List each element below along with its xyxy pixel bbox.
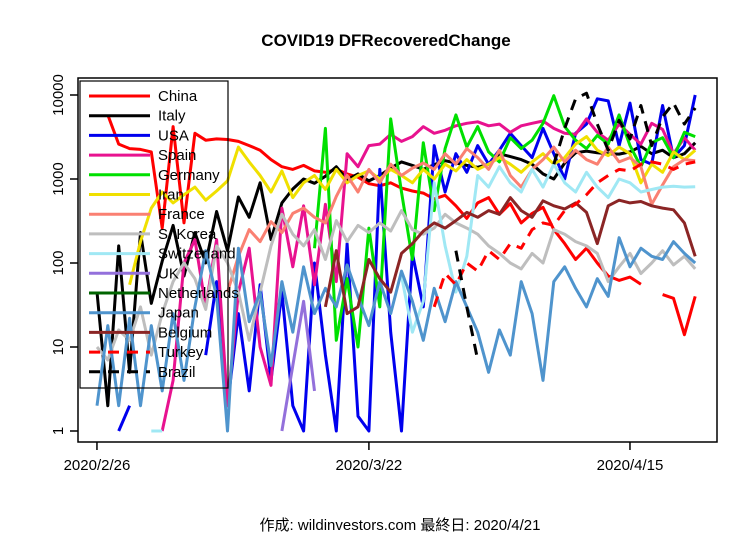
series-lines [95,91,697,433]
series-line-france [226,145,696,293]
series-line-turkey [432,160,696,308]
y-tick-label: 100 [50,250,67,275]
series-line-usa [204,94,697,433]
chart-caption: 作成: wildinvestors.com 最終日: 2020/4/21 [260,517,541,534]
y-tick-label: 1 [50,427,67,435]
legend-label-italy: Italy [158,108,186,125]
legend-label-turkey: Turkey [158,344,204,361]
legend-label-iran: Iran [158,187,184,204]
legend-label-china: China [158,88,198,105]
legend-label-netherlands: Netherlands [158,285,239,302]
series-line-s-korea [95,209,697,362]
y-tick-label: 10000 [50,74,67,116]
axes: 1 10 100 1000 10000 2020/2/26 2020/3/22 2020/4/… [50,74,663,474]
legend-label-france: France [158,206,205,223]
series-line-usa [117,405,131,432]
legend-label-belgium: Belgium [158,324,212,341]
series-line-china [662,293,697,337]
series-line-brazil [454,250,480,361]
legend-label-switzerland: Switzerland [158,246,236,263]
legend-label-spain: Spain [158,147,196,164]
legend-box [79,80,229,389]
legend: China Italy USA Spain Germany Iran France S. Ko… [79,80,239,389]
series-line-iran [128,135,697,286]
series-line-uk [280,299,316,432]
legend-label-uk: UK [158,265,179,282]
legend-label-japan: Japan [158,305,199,322]
series-line-spain [160,117,697,432]
chart-title: COVID19 DFRecoveredChange [261,31,510,50]
series-line-belgium [323,196,697,316]
x-tick-label: 2020/2/26 [64,457,131,474]
plot-frame [77,77,718,443]
y-tick-label: 1000 [50,162,67,195]
y-tick-label: 10 [50,339,67,356]
legend-label-brazil: Brazil [158,364,196,381]
x-tick-label: 2020/4/15 [597,457,664,474]
series-line-switzerland [400,162,696,334]
x-tick-label: 2020/3/22 [336,457,403,474]
series-line-japan [95,236,697,433]
legend-label-germany: Germany [158,167,220,184]
legend-label-usa: USA [158,127,189,144]
legend-label-s-korea: S. Korea [158,226,217,243]
